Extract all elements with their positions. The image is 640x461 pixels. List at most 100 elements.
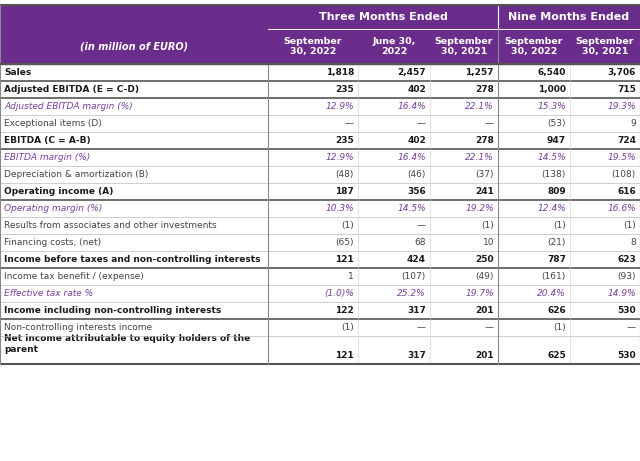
Text: 14.9%: 14.9%: [607, 289, 636, 298]
Text: 12.4%: 12.4%: [538, 204, 566, 213]
Text: Depreciation & amortization (B): Depreciation & amortization (B): [4, 170, 148, 179]
Text: 201: 201: [476, 306, 494, 315]
Text: —: —: [417, 221, 426, 230]
Text: Income tax benefit / (expense): Income tax benefit / (expense): [4, 272, 144, 281]
Text: Three Months Ended: Three Months Ended: [319, 12, 447, 22]
Bar: [0, 98, 640, 115]
Text: 1: 1: [348, 272, 354, 281]
Text: (93): (93): [618, 272, 636, 281]
Text: 12.9%: 12.9%: [325, 102, 354, 111]
Bar: [0, 64, 640, 81]
Text: (in million of EURO): (in million of EURO): [80, 41, 188, 52]
Text: (108): (108): [612, 170, 636, 179]
Text: EBITDA margin (%): EBITDA margin (%): [4, 153, 90, 162]
Text: Results from associates and other investments: Results from associates and other invest…: [4, 221, 216, 230]
Text: 715: 715: [617, 85, 636, 94]
Text: 16.6%: 16.6%: [607, 204, 636, 213]
Bar: [0, 115, 640, 132]
Text: 623: 623: [617, 255, 636, 264]
Text: 3,706: 3,706: [607, 68, 636, 77]
Text: 12.9%: 12.9%: [325, 153, 354, 162]
Text: 530: 530: [618, 351, 636, 361]
Text: —: —: [485, 119, 494, 128]
Bar: [0, 183, 640, 200]
Text: Non-controlling interests income: Non-controlling interests income: [4, 323, 152, 332]
Bar: [0, 302, 640, 319]
Text: Nine Months Ended: Nine Months Ended: [508, 12, 630, 22]
Bar: [0, 5, 640, 29]
Text: 16.4%: 16.4%: [397, 102, 426, 111]
Text: 14.5%: 14.5%: [538, 153, 566, 162]
Bar: [0, 251, 640, 268]
Text: 121: 121: [335, 351, 354, 361]
Text: (53): (53): [547, 119, 566, 128]
Text: (138): (138): [541, 170, 566, 179]
Text: September
30, 2022: September 30, 2022: [284, 36, 342, 56]
Bar: [0, 234, 640, 251]
Text: 235: 235: [335, 85, 354, 94]
Bar: [0, 132, 640, 149]
Text: Income including non-controlling interests: Income including non-controlling interes…: [4, 306, 221, 315]
Text: 19.3%: 19.3%: [607, 102, 636, 111]
Text: 187: 187: [335, 187, 354, 196]
Text: 8: 8: [630, 238, 636, 247]
Text: 9: 9: [630, 119, 636, 128]
Text: 278: 278: [475, 136, 494, 145]
Text: (1.0)%: (1.0)%: [324, 289, 354, 298]
Text: Income before taxes and non-controlling interests: Income before taxes and non-controlling …: [4, 255, 260, 264]
Text: (107): (107): [402, 272, 426, 281]
Text: (65): (65): [335, 238, 354, 247]
Text: 356: 356: [407, 187, 426, 196]
Text: Net income attributable to equity holders of the
parent: Net income attributable to equity holder…: [4, 334, 250, 354]
Text: 201: 201: [476, 351, 494, 361]
Bar: [0, 319, 640, 336]
Text: (49): (49): [476, 272, 494, 281]
Text: 402: 402: [407, 136, 426, 145]
Bar: [0, 217, 640, 234]
Text: Operating income (A): Operating income (A): [4, 187, 113, 196]
Text: 25.2%: 25.2%: [397, 289, 426, 298]
Text: September
30, 2021: September 30, 2021: [435, 36, 493, 56]
Bar: [0, 149, 640, 166]
Text: Financing costs, (net): Financing costs, (net): [4, 238, 101, 247]
Text: 278: 278: [475, 85, 494, 94]
Text: 22.1%: 22.1%: [465, 102, 494, 111]
Text: 19.2%: 19.2%: [465, 204, 494, 213]
Text: (1): (1): [553, 221, 566, 230]
Text: 122: 122: [335, 306, 354, 315]
Text: 235: 235: [335, 136, 354, 145]
Bar: [0, 285, 640, 302]
Text: 10: 10: [483, 238, 494, 247]
Text: (1): (1): [553, 323, 566, 332]
Text: 1,000: 1,000: [538, 85, 566, 94]
Text: (1): (1): [341, 221, 354, 230]
Text: 626: 626: [547, 306, 566, 315]
Text: (161): (161): [541, 272, 566, 281]
Text: EBITDA (C = A-B): EBITDA (C = A-B): [4, 136, 91, 145]
Text: —: —: [345, 119, 354, 128]
Text: September
30, 2021: September 30, 2021: [576, 36, 634, 56]
Text: 16.4%: 16.4%: [397, 153, 426, 162]
Text: (37): (37): [476, 170, 494, 179]
Text: (1): (1): [623, 221, 636, 230]
Bar: [0, 268, 640, 285]
Text: 20.4%: 20.4%: [538, 289, 566, 298]
Text: 724: 724: [617, 136, 636, 145]
Text: 402: 402: [407, 85, 426, 94]
Text: 19.5%: 19.5%: [607, 153, 636, 162]
Text: Adjusted EBITDA (E = C-D): Adjusted EBITDA (E = C-D): [4, 85, 139, 94]
Text: Sales: Sales: [4, 68, 31, 77]
Text: 530: 530: [618, 306, 636, 315]
Text: Exceptional items (D): Exceptional items (D): [4, 119, 102, 128]
Text: 1,257: 1,257: [465, 68, 494, 77]
Text: 6,540: 6,540: [538, 68, 566, 77]
Text: (1): (1): [481, 221, 494, 230]
Bar: [0, 336, 640, 364]
Text: (46): (46): [408, 170, 426, 179]
Text: 2,457: 2,457: [397, 68, 426, 77]
Text: June 30,
2022: June 30, 2022: [372, 36, 416, 56]
Text: 1,818: 1,818: [326, 68, 354, 77]
Text: 14.5%: 14.5%: [397, 204, 426, 213]
Text: 317: 317: [407, 306, 426, 315]
Text: —: —: [417, 119, 426, 128]
